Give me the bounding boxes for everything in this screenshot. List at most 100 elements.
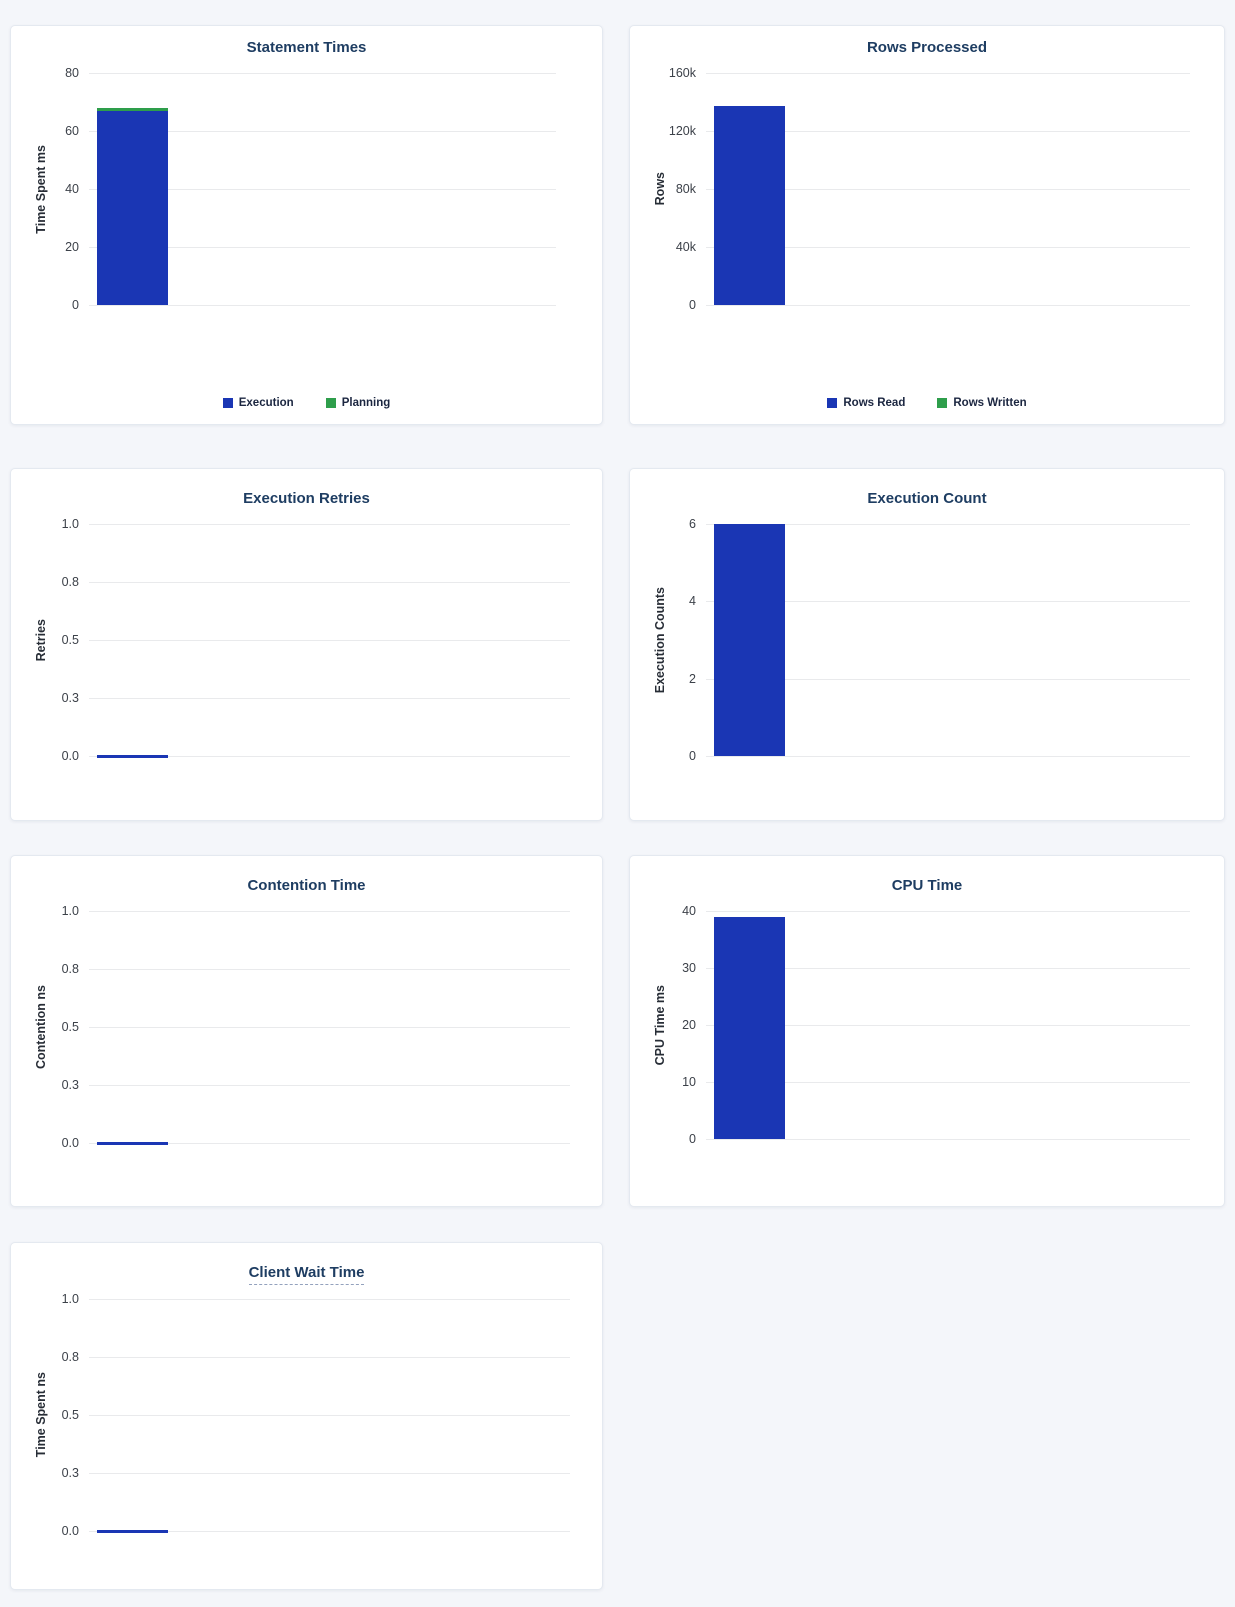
gridline xyxy=(706,1082,1190,1083)
gridline xyxy=(89,1027,570,1028)
legend-swatch-rows-written xyxy=(937,398,948,408)
chart-title: Rows Processed xyxy=(866,39,988,56)
y-tick-label: 40 xyxy=(65,182,79,196)
gridline xyxy=(89,1299,570,1300)
y-tick-label: 0.0 xyxy=(61,1524,79,1538)
bar-segment xyxy=(714,916,785,1139)
chart-legend: Execution Planning xyxy=(11,397,602,409)
y-tick-label: 0 xyxy=(689,1132,696,1146)
y-tick-label: 1.0 xyxy=(61,1292,79,1306)
gridline xyxy=(89,1473,570,1474)
bar-segment-planning xyxy=(97,108,168,111)
chart-plot-area: 1.0 0.8 0.5 0.3 0.0 xyxy=(11,1243,602,1589)
chart-title-tooltip-trigger[interactable]: Client Wait Time xyxy=(248,1264,365,1285)
y-tick-label: 60 xyxy=(65,124,79,138)
zero-value-line xyxy=(97,1142,168,1145)
y-tick-label: 0.0 xyxy=(61,749,79,763)
chart-title: Execution Count xyxy=(867,490,987,507)
legend-item: Rows Written xyxy=(937,397,1027,409)
bar-segment-rows-read xyxy=(714,106,785,305)
gridline xyxy=(89,189,556,190)
gridline xyxy=(89,1085,570,1086)
legend-label: Rows Written xyxy=(953,397,1027,409)
gridline xyxy=(89,969,570,970)
gridline xyxy=(89,698,570,699)
y-tick-label: 1.0 xyxy=(61,904,79,918)
y-tick-label: 20 xyxy=(65,240,79,254)
y-tick-label: 4 xyxy=(689,594,696,608)
gridline xyxy=(89,911,570,912)
gridline xyxy=(706,911,1190,912)
y-tick-label: 0.8 xyxy=(61,962,79,976)
y-tick-label: 2 xyxy=(689,672,696,686)
legend-swatch-execution xyxy=(222,398,233,408)
chart-plot-area: 40 30 20 10 0 xyxy=(630,856,1224,1206)
gridline xyxy=(706,305,1190,306)
chart-title: Execution Retries xyxy=(243,490,370,507)
y-tick-label: 0.0 xyxy=(61,1136,79,1150)
chart-legend: Rows Read Rows Written xyxy=(630,397,1224,409)
gridline xyxy=(706,1139,1190,1140)
gridline xyxy=(89,131,556,132)
gridline xyxy=(706,756,1190,757)
y-tick-label: 10 xyxy=(682,1075,696,1089)
legend-item: Planning xyxy=(325,397,390,409)
chart-card-contention-time: Contention Time Contention ns 1.0 0.8 0.5 0… xyxy=(10,855,603,1207)
y-tick-label: 1.0 xyxy=(61,517,79,531)
gridline xyxy=(89,640,570,641)
chart-card-execution-retries: Execution Retries Retries 1.0 0.8 0.5 0.3 0.… xyxy=(10,468,603,821)
gridline xyxy=(706,524,1190,525)
bar-segment xyxy=(714,524,785,756)
gridline xyxy=(89,247,556,248)
y-tick-label: 30 xyxy=(682,961,696,975)
gridline xyxy=(706,1025,1190,1026)
y-tick-label: 6 xyxy=(689,517,696,531)
legend-swatch-planning xyxy=(325,398,336,408)
y-tick-label: 40k xyxy=(675,240,696,254)
y-tick-label: 80k xyxy=(675,182,696,196)
legend-item: Execution xyxy=(222,397,294,409)
chart-card-statement-times: Statement Times Time Spent ms 80 60 40 20 0 … xyxy=(10,25,603,425)
y-tick-label: 160k xyxy=(668,66,696,80)
gridline xyxy=(706,679,1190,680)
y-tick-label: 0 xyxy=(72,298,79,312)
chart-title: CPU Time xyxy=(891,877,963,894)
y-tick-label: 0.3 xyxy=(61,1466,79,1480)
legend-label: Execution xyxy=(238,397,294,409)
bar-segment-execution xyxy=(97,110,168,305)
gridline xyxy=(706,73,1190,74)
legend-item: Rows Read xyxy=(827,397,905,409)
chart-plot-area: 1.0 0.8 0.5 0.3 0.0 xyxy=(11,469,602,820)
chart-card-client-wait-time: Client Wait Time Time Spent ns 1.0 0.8 0.5… xyxy=(10,1242,603,1590)
y-tick-label: 40 xyxy=(682,904,696,918)
gridline xyxy=(706,189,1190,190)
y-tick-label: 0 xyxy=(689,298,696,312)
gridline xyxy=(89,1531,570,1532)
legend-label: Rows Read xyxy=(843,397,906,409)
y-tick-label: 0.5 xyxy=(61,633,79,647)
zero-value-line xyxy=(97,1530,168,1533)
gridline xyxy=(89,582,570,583)
chart-plot-area: 1.0 0.8 0.5 0.3 0.0 xyxy=(11,856,602,1206)
y-tick-label: 0 xyxy=(689,749,696,763)
y-tick-label: 0.5 xyxy=(61,1408,79,1422)
y-tick-label: 0.3 xyxy=(61,1078,79,1092)
gridline xyxy=(706,968,1190,969)
y-tick-label: 20 xyxy=(682,1018,696,1032)
gridline xyxy=(706,601,1190,602)
gridline xyxy=(89,524,570,525)
y-tick-label: 0.5 xyxy=(61,1020,79,1034)
y-tick-label: 0.3 xyxy=(61,691,79,705)
gridline xyxy=(706,131,1190,132)
gridline xyxy=(89,756,570,757)
chart-title: Contention Time xyxy=(247,877,366,894)
y-tick-label: 0.8 xyxy=(61,575,79,589)
y-tick-label: 80 xyxy=(65,66,79,80)
y-tick-label: 0.8 xyxy=(61,1350,79,1364)
chart-title: Statement Times xyxy=(246,39,367,56)
gridline xyxy=(89,1143,570,1144)
gridline xyxy=(706,247,1190,248)
zero-value-line xyxy=(97,755,168,758)
chart-card-rows-processed: Rows Processed Rows 160k 120k 80k 40k 0 Rows… xyxy=(629,25,1225,425)
